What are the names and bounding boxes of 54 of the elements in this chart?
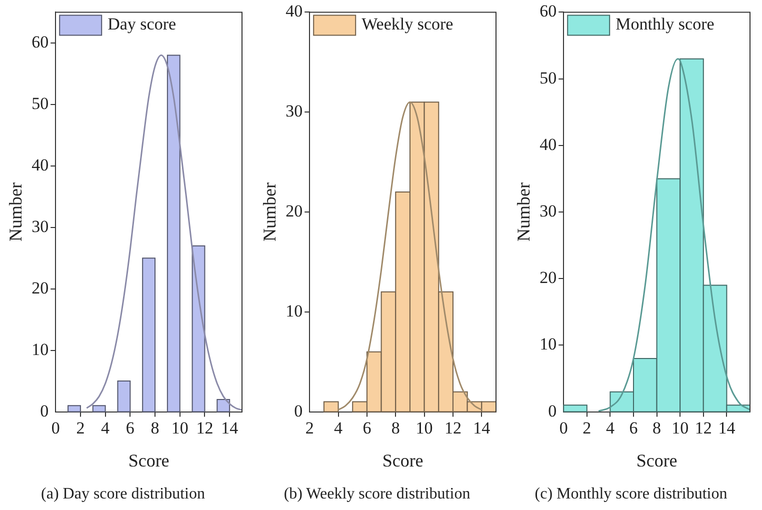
x-tick-label: 14 <box>473 418 491 438</box>
y-tick-label: 10 <box>540 334 557 354</box>
y-tick-label: 10 <box>286 301 303 320</box>
x-axis-title: Score <box>382 450 424 471</box>
y-tick-label: 50 <box>32 94 49 113</box>
x-tick-label: 10 <box>416 418 433 438</box>
y-tick-label: 30 <box>540 201 557 220</box>
y-tick-label: 0 <box>40 401 49 420</box>
text: (c) Monthly score distribution <box>534 486 728 503</box>
x-tick-label: 4 <box>101 418 110 438</box>
y-tick-label: 20 <box>286 201 303 220</box>
x-tick-label: 2 <box>305 418 314 438</box>
x-tick-label: 12 <box>694 418 712 438</box>
y-tick-label: 40 <box>32 155 49 174</box>
y-axis-title: Number <box>514 182 534 242</box>
text: (b) Weekly score distribution <box>284 486 470 503</box>
text: (a) Day score distribution <box>41 486 205 503</box>
x-tick-label: 12 <box>444 418 462 438</box>
y-axis-title: Number <box>6 182 26 242</box>
legend-label: Day score <box>108 14 176 34</box>
y-tick-label: 40 <box>540 134 557 154</box>
x-tick-label: 6 <box>362 418 372 438</box>
y-tick-label: 10 <box>32 340 49 359</box>
y-axis-title: Number <box>260 182 280 242</box>
x-tick-label: 6 <box>126 418 134 438</box>
x-tick-label: 6 <box>629 418 638 438</box>
x-tick-label: 2 <box>582 418 592 438</box>
x-tick-label: 14 <box>221 418 239 438</box>
y-tick-label: 50 <box>540 68 557 88</box>
x-tick-label: 8 <box>652 418 662 438</box>
x-tick-label: 12 <box>196 418 214 438</box>
x-tick-label: 14 <box>718 418 736 438</box>
y-tick-label: 60 <box>32 32 49 52</box>
x-tick-label: 4 <box>606 418 615 438</box>
line-series <box>598 58 750 412</box>
y-tick-label: 30 <box>32 216 49 236</box>
y-tick-label: 40 <box>286 2 303 21</box>
y-tick-label: 60 <box>540 2 557 21</box>
x-tick-label: 8 <box>150 418 160 438</box>
y-tick-label: 0 <box>294 401 303 420</box>
line-series <box>86 54 242 411</box>
x-tick-label: 10 <box>171 418 188 438</box>
x-tick-label: 8 <box>391 418 400 438</box>
legend-label: Monthly score <box>616 14 714 34</box>
x-axis-title: Score <box>128 450 170 471</box>
x-tick-label: 2 <box>76 418 85 438</box>
y-tick-label: 30 <box>286 102 303 121</box>
x-tick-label: 4 <box>334 418 344 438</box>
legend-label: Weekly score <box>362 14 454 34</box>
y-tick-label: 20 <box>32 278 49 298</box>
y-tick-label: 0 <box>548 401 557 420</box>
y-tick-label: 20 <box>540 268 557 288</box>
x-axis-title: Score <box>636 450 678 471</box>
x-tick-label: 10 <box>672 418 689 438</box>
